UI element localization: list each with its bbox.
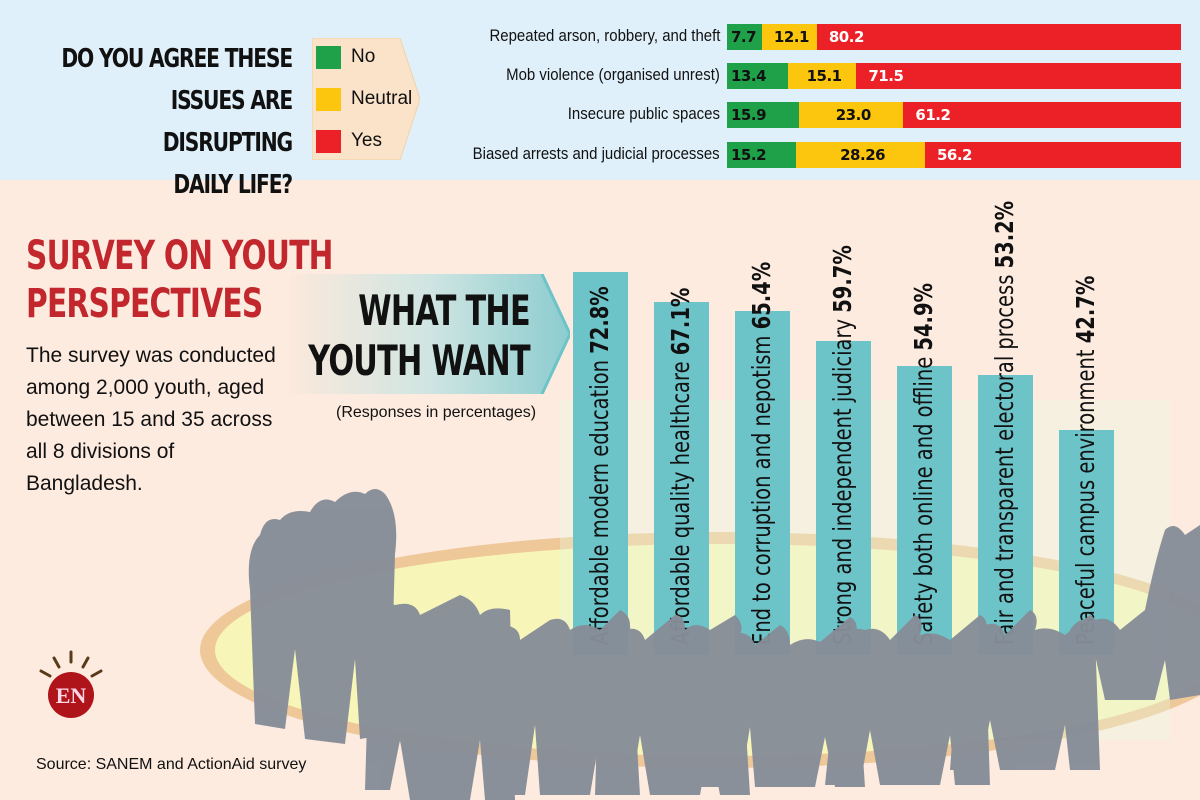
stacked-bar: 15.2 28.26 56.2 [727, 142, 1181, 168]
segment-value-label: 12.1 [773, 28, 810, 46]
segment-value-label: 15.1 [806, 67, 843, 85]
banner-title: WHAT THE YOUTH WANT [308, 286, 530, 386]
question-line: DAILY LIFE? [173, 170, 293, 200]
question-line: DO YOU AGREE THESE [61, 44, 293, 74]
bar-value-label: 65.4% [747, 261, 776, 330]
vertical-bar [573, 272, 628, 655]
survey-title: SURVEY ON YOUTH PERSPECTIVES [26, 232, 333, 328]
row-label: Insecure public spaces [567, 104, 720, 123]
segment-value-label: 23.0 [835, 106, 872, 124]
bar-segment-yes: 56.2 [924, 142, 1181, 168]
description-line: Bangladesh. [26, 472, 143, 495]
logo-text: EN [56, 683, 87, 708]
row-label: Biased arrests and judicial processes [473, 144, 720, 163]
question-title: DO YOU AGREE THESE ISSUES ARE DISRUPTING… [58, 38, 293, 206]
legend-label: No [351, 46, 376, 67]
category-text: Fair and transparent electoral process [990, 268, 1019, 645]
row-label: Repeated arson, robbery, and theft [489, 26, 720, 45]
bar-segment-neutral: 12.1 [761, 24, 817, 50]
banner-line: WHAT THE [358, 286, 530, 335]
bar-category-label: End to corruption and nepotism 65.4% [747, 262, 776, 645]
segment-value-label: 56.2 [936, 146, 973, 164]
legend-swatch-no [316, 45, 341, 69]
segment-value-label: 61.2 [915, 106, 951, 124]
stacked-bar: 7.7 12.1 80.2 [727, 24, 1181, 50]
bar-segment-no: 13.4 [727, 63, 788, 89]
banner-arrow [290, 274, 570, 394]
bar-value-label: 67.1% [666, 287, 695, 356]
survey-title-line: SURVEY ON YOUTH [26, 233, 333, 279]
bar-value-label: 42.7% [1071, 275, 1100, 344]
description-line: The survey was conducted [26, 344, 276, 367]
segment-value-label: 15.9 [731, 106, 767, 124]
bar-segment-yes: 61.2 [903, 102, 1181, 128]
stacked-bar: 13.4 15.1 71.5 [727, 63, 1181, 89]
bar-category-label: Strong and independent judiciary 59.7% [828, 245, 857, 645]
bar-category-label: Peaceful campus environment 42.7% [1071, 276, 1100, 645]
vertical-bar [735, 310, 790, 655]
segment-value-label: 13.4 [731, 67, 767, 85]
description-line: all 8 divisions of [26, 440, 175, 463]
vertical-bar [897, 366, 952, 655]
legend-swatch-yes [316, 129, 341, 153]
category-text: Strong and independent judiciary [828, 312, 857, 645]
bar-segment-neutral: 28.26 [796, 142, 925, 168]
banner-line: YOUTH WANT [308, 336, 530, 385]
category-text: Affordable modern education [585, 353, 614, 645]
legend-item-yes: Yes [316, 128, 382, 154]
segment-value-label: 15.2 [731, 146, 767, 164]
category-text: Affordable quality healthcare [666, 355, 695, 645]
bar-segment-no: 7.7 [727, 24, 762, 50]
bar-category-label: Safety both online and offline 54.9% [909, 283, 938, 645]
bar-category-label: Fair and transparent electoral process 5… [990, 201, 1019, 645]
responses-note: (Responses in percentages) [336, 404, 537, 421]
row-label: Mob violence (organised unrest) [506, 65, 720, 84]
bar-segment-yes: 71.5 [856, 63, 1181, 89]
bar-value-label: 53.2% [990, 200, 1019, 269]
segment-value-label: 71.5 [868, 67, 904, 85]
description-line: among 2,000 youth, aged [26, 376, 265, 399]
category-text: Safety both online and offline [909, 350, 938, 645]
question-line: ISSUES ARE DISRUPTING [162, 86, 293, 158]
bar-value-label: 59.7% [828, 245, 857, 313]
category-text: Peaceful campus environment [1071, 343, 1100, 645]
description-line: between 15 and 35 across [26, 408, 273, 431]
bar-segment-yes: 80.2 [816, 24, 1181, 50]
bar-value-label: 72.8% [585, 286, 614, 354]
survey-description: The survey was conducted among 2,000 you… [26, 340, 326, 500]
source-note: Source: SANEM and ActionAid survey [36, 756, 307, 773]
segment-value-label: 80.2 [828, 28, 865, 46]
bar-segment-no: 15.2 [727, 142, 797, 168]
legend-label: Neutral [351, 88, 413, 109]
survey-title-line: PERSPECTIVES [26, 281, 263, 327]
legend: No Neutral Yes [312, 38, 420, 160]
en-logo: EN [39, 650, 103, 718]
bar-category-label: Affordable quality healthcare 67.1% [666, 288, 695, 645]
segment-value-label: 7.7 [731, 28, 757, 46]
vertical-bar [978, 375, 1033, 655]
legend-swatch-neutral [316, 87, 341, 111]
vertical-bar [654, 301, 709, 655]
bar-segment-neutral: 23.0 [799, 102, 904, 128]
stacked-bar: 15.9 23.0 61.2 [727, 102, 1181, 128]
legend-item-no: No [316, 44, 375, 70]
legend-label: Yes [351, 130, 382, 151]
segment-value-label: 28.26 [840, 146, 886, 164]
category-text: End to corruption and nepotism [747, 329, 776, 645]
bar-segment-no: 15.9 [727, 102, 800, 128]
bar-segment-neutral: 15.1 [787, 63, 857, 89]
bar-value-label: 54.9% [909, 282, 938, 351]
vertical-bar [816, 340, 871, 655]
legend-item-neutral: Neutral [316, 86, 412, 112]
bar-category-label: Affordable modern education 72.8% [585, 286, 614, 645]
